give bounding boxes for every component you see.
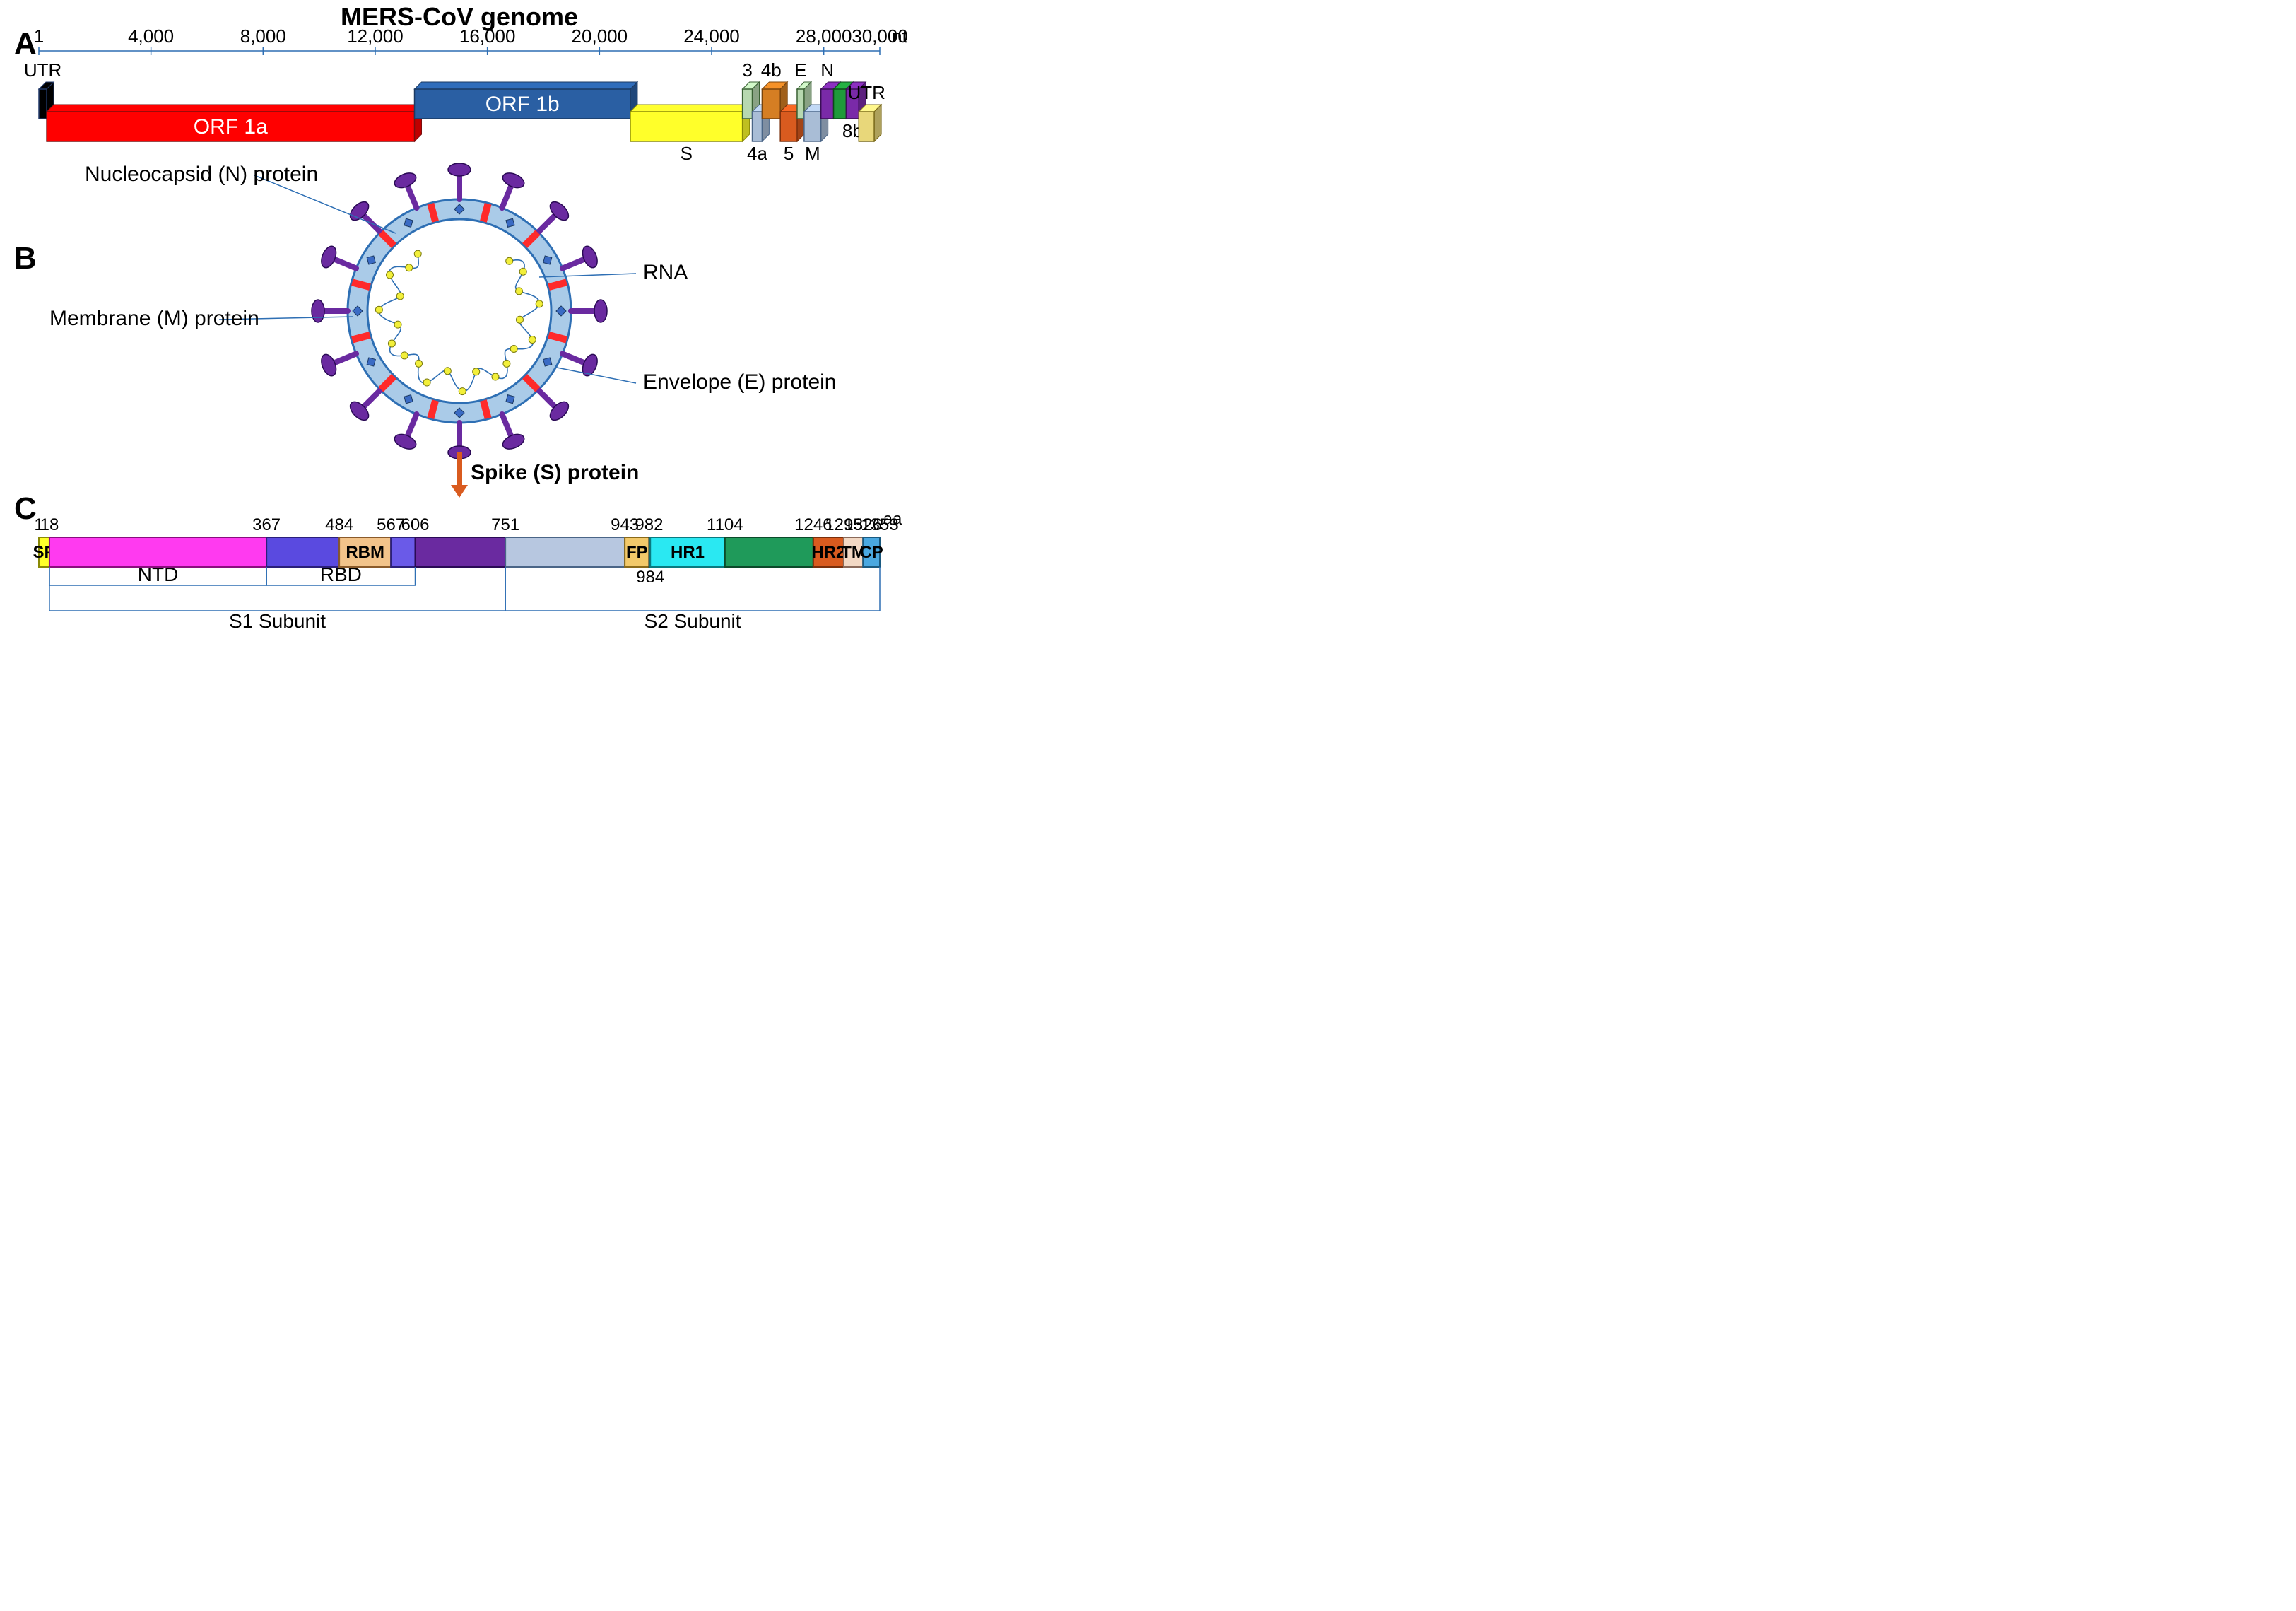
gene-label-UTR3: UTR bbox=[847, 82, 885, 103]
nucleocapsid-icon bbox=[519, 268, 526, 275]
gene-label-4a: 4a bbox=[747, 143, 767, 164]
nucleocapsid-icon bbox=[401, 352, 408, 359]
panel-b-letter: B bbox=[14, 241, 37, 276]
gene-label-4b: 4b bbox=[761, 59, 782, 81]
m-protein-icon bbox=[549, 282, 567, 287]
gene-S bbox=[630, 105, 750, 141]
nucleocapsid-icon bbox=[506, 257, 513, 264]
gene-label-3: 3 bbox=[742, 59, 752, 81]
domain-post-RBM bbox=[391, 537, 415, 567]
m-protein-icon bbox=[483, 204, 488, 221]
gene-label-5: 5 bbox=[784, 143, 794, 164]
nucleocapsid-icon bbox=[416, 360, 423, 367]
pos-484: 484 bbox=[325, 515, 353, 534]
nucleocapsid-icon bbox=[375, 306, 382, 313]
domain-label-FP: FP bbox=[626, 543, 648, 562]
axis-tick-label: 24,000 bbox=[683, 25, 740, 47]
m-protein-icon bbox=[352, 335, 370, 340]
m-protein-icon bbox=[430, 401, 435, 418]
nucleocapsid-icon bbox=[406, 264, 413, 271]
gene-UTR3 bbox=[859, 105, 881, 141]
nt-label: nt bbox=[892, 25, 907, 47]
bracket-label-S1 Subunit: S1 Subunit bbox=[229, 610, 326, 632]
pos-982: 982 bbox=[635, 515, 663, 534]
gene-label-ORF1b: ORF 1b bbox=[485, 93, 560, 116]
domain-label-RBM: RBM bbox=[346, 543, 384, 562]
gene-label-S: S bbox=[681, 143, 693, 164]
gene-label-M: M bbox=[805, 143, 820, 164]
nucleocapsid-icon bbox=[459, 388, 466, 395]
nucleocapsid-icon bbox=[396, 293, 404, 300]
nucleocapsid-icon bbox=[394, 321, 401, 328]
nucleocapsid-icon bbox=[423, 379, 430, 386]
domain-S2a bbox=[505, 537, 625, 567]
m-protein-icon bbox=[430, 204, 435, 221]
axis-tick-label: 12,000 bbox=[347, 25, 404, 47]
pos-367: 367 bbox=[252, 515, 281, 534]
m-protein-icon bbox=[549, 335, 567, 340]
nucleocapsid-icon bbox=[529, 336, 536, 344]
nucleocapsid-icon bbox=[503, 360, 510, 367]
callout-n-label: Nucleocapsid (N) protein bbox=[85, 163, 318, 186]
axis-tick-label: 20,000 bbox=[572, 25, 628, 47]
axis-tick-label: 4,000 bbox=[128, 25, 174, 47]
virion bbox=[312, 163, 607, 459]
callout-m-label: Membrane (M) protein bbox=[49, 307, 259, 330]
callout-rna-label: RNA bbox=[643, 261, 688, 284]
nucleocapsid-icon bbox=[444, 368, 451, 375]
gene-label-E: E bbox=[794, 59, 806, 81]
pos-751: 751 bbox=[491, 515, 519, 534]
domain-label-HR2: HR2 bbox=[811, 543, 845, 562]
nucleocapsid-icon bbox=[516, 316, 523, 323]
pos-1104: 1104 bbox=[707, 515, 743, 534]
nucleocapsid-icon bbox=[515, 288, 522, 295]
gene-label-N: N bbox=[820, 59, 834, 81]
axis-tick-label: 1 bbox=[34, 25, 44, 47]
domain-mid bbox=[725, 537, 813, 567]
pos-984: 984 bbox=[636, 568, 664, 587]
bracket-label-S2 Subunit: S2 Subunit bbox=[644, 610, 741, 632]
gene-label-UTR: UTR bbox=[24, 59, 61, 81]
domain-NTD bbox=[49, 537, 266, 567]
axis-tick-label: 8,000 bbox=[240, 25, 286, 47]
axis-tick-label: 28,000 bbox=[796, 25, 852, 47]
panel-c-letter: C bbox=[14, 491, 37, 526]
pos-18: 18 bbox=[40, 515, 59, 534]
domain-label-CP: CP bbox=[859, 543, 883, 562]
gene-label-ORF1a: ORF 1a bbox=[194, 115, 268, 139]
callout-s-label: Spike (S) protein bbox=[471, 461, 639, 484]
nucleocapsid-icon bbox=[492, 373, 499, 380]
nucleocapsid-icon bbox=[387, 271, 394, 279]
bracket-label-RBD: RBD bbox=[320, 563, 362, 585]
m-protein-icon bbox=[483, 401, 488, 418]
pos-606: 606 bbox=[401, 515, 429, 534]
callout-e-label: Envelope (E) protein bbox=[643, 370, 837, 394]
nucleocapsid-icon bbox=[536, 300, 543, 307]
nucleocapsid-icon bbox=[510, 345, 517, 352]
m-protein-icon bbox=[352, 282, 370, 287]
nucleocapsid-icon bbox=[388, 340, 395, 347]
axis-tick-label: 16,000 bbox=[459, 25, 516, 47]
nucleocapsid-icon bbox=[414, 250, 421, 257]
domain-label-HR1: HR1 bbox=[671, 543, 705, 562]
bracket-label-NTD: NTD bbox=[138, 563, 179, 585]
domain-pre-RBM bbox=[266, 537, 339, 567]
nucleocapsid-icon bbox=[473, 368, 480, 375]
pos-1353: 1353 bbox=[861, 515, 898, 534]
domain-S1tail bbox=[416, 537, 506, 567]
